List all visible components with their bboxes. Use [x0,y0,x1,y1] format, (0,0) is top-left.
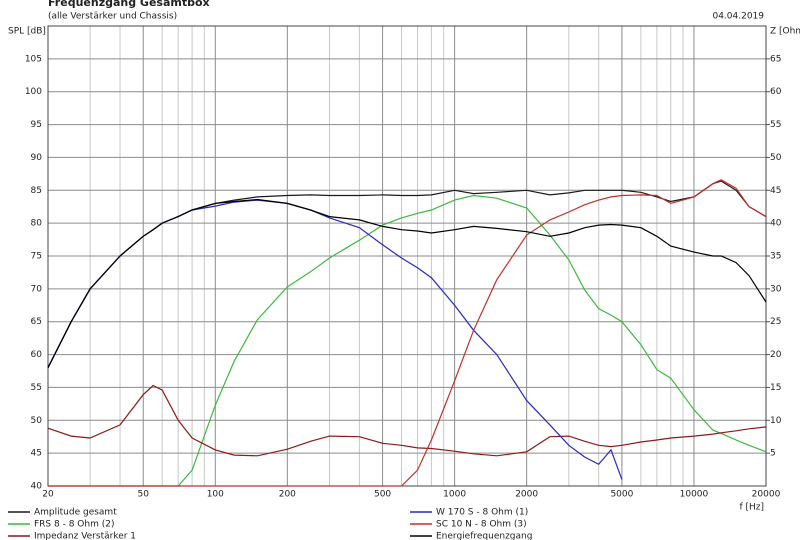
y-tick-label: 95 [31,120,42,130]
y2-tick-label: 65 [770,54,781,64]
y-tick-label: 50 [31,416,43,426]
y-tick-label: 40 [31,482,43,492]
x-tick-label: 20 [42,490,54,500]
y-axis-label: SPL [dB] [8,27,46,37]
y2-tick-label: 50 [770,153,782,163]
legend-label: Energiefrequenzgang [436,532,532,540]
x-tick-label: 20000 [752,490,781,500]
legend-label: Amplitude gesamt [34,508,117,518]
y-tick-label: 80 [31,219,43,229]
chart-subtitle: (alle Verstärker und Chassis) [48,12,177,22]
y2-axis-label: Z [Ohm [770,27,800,37]
x-axis-label: f [Hz] [739,503,764,513]
y-tick-label: 85 [31,186,42,196]
y-tick-label: 45 [31,449,42,459]
y2-tick-label: 30 [770,284,782,294]
x-tick-label: 1000 [443,490,466,500]
y2-tick-label: 15 [770,383,781,393]
y-tick-label: 65 [31,317,42,327]
y2-tick-label: 25 [770,317,781,327]
y2-tick-label: 45 [770,186,781,196]
series-line [47,384,767,457]
y-tick-label: 70 [31,284,43,294]
x-tick-label: 100 [207,490,224,500]
legend-label: FRS 8 - 8 Ohm (2) [34,520,114,530]
legend-label: Impedanz Verstärker 1 [34,532,136,540]
series-line [47,198,767,368]
y-tick-label: 100 [25,87,42,97]
y2-tick-label: 35 [770,252,781,262]
y-tick-label: 60 [31,350,43,360]
x-tick-label: 5000 [610,490,633,500]
x-tick-label: 500 [374,490,391,500]
y2-tick-label: 10 [770,416,782,426]
date: 04.04.2019 [712,12,764,22]
y2-tick-label: 40 [770,219,782,229]
y2-tick-label: 55 [770,120,781,130]
legend-label: SC 10 N - 8 Ohm (3) [436,520,527,530]
y-tick-label: 55 [31,383,42,393]
y2-tick-label: 20 [770,350,782,360]
plot-frame [47,25,767,487]
legend-label: W 170 S - 8 Ohm (1) [436,508,528,518]
y-tick-label: 105 [25,54,42,64]
y-tick-label: 75 [31,252,42,262]
y2-tick-label: 5 [770,449,776,459]
x-tick-label: 50 [138,490,150,500]
x-tick-label: 2000 [515,490,538,500]
series-line [48,179,767,487]
x-tick-label: 10000 [680,490,709,500]
chart-title: Frequenzgang Gesamtbox [48,0,210,9]
x-tick-label: 200 [279,490,296,500]
y2-tick-label: 60 [770,87,782,97]
y-tick-label: 90 [31,153,43,163]
